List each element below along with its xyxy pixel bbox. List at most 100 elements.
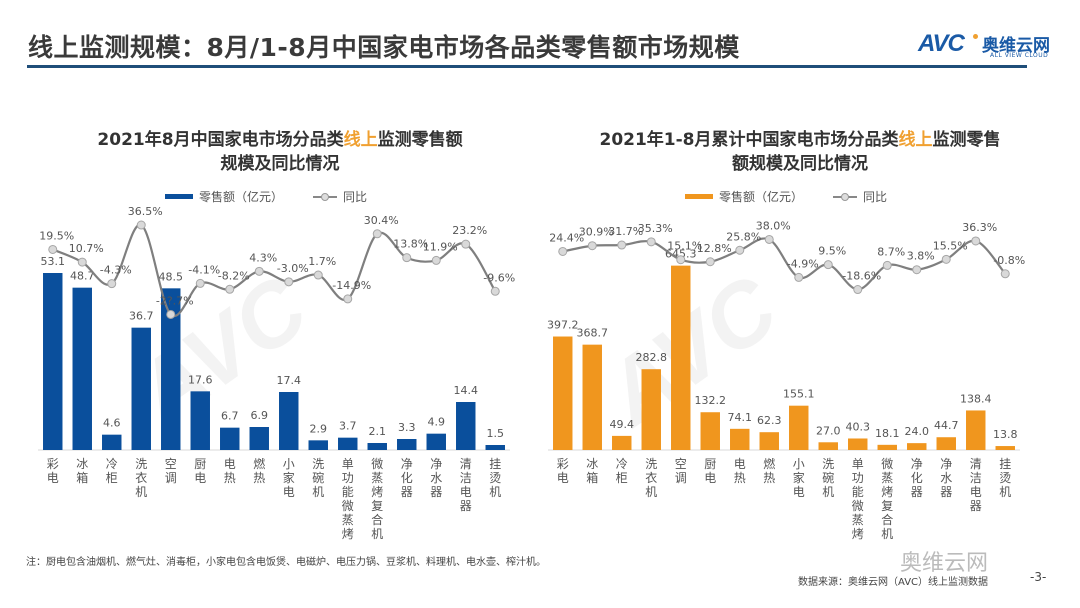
bar (161, 288, 181, 450)
x-tick-label: 单 (852, 457, 864, 471)
yoy-value-label: -2?.7% (156, 294, 194, 307)
bar-value-label: 3.7 (339, 420, 357, 433)
yoy-marker (195, 278, 205, 288)
x-tick-label: 冰 (586, 457, 598, 471)
x-tick-label: 机 (312, 485, 324, 499)
x-tick-label: 微 (342, 499, 354, 513)
x-tick-label: 器 (940, 485, 952, 499)
x-tick-label: 厨 (704, 457, 716, 471)
x-tick-label: 空 (675, 457, 687, 471)
title-divider (27, 65, 1027, 68)
yoy-marker (853, 285, 863, 295)
x-tick-label: 合 (881, 512, 893, 527)
bar-value-label: 44.7 (934, 419, 959, 432)
bar (131, 327, 151, 450)
bar (43, 273, 63, 450)
bar-value-label: 6.9 (251, 409, 269, 422)
bar-value-label: 48.7 (70, 270, 95, 283)
x-tick-label: 机 (135, 485, 147, 499)
bar (102, 434, 122, 450)
x-tick-label: 单 (342, 457, 354, 471)
yoy-marker (402, 253, 412, 263)
yoy-marker (676, 255, 686, 265)
yoy-value-label: 38.0% (756, 219, 791, 232)
yoy-marker (490, 286, 500, 296)
yoy-marker (735, 245, 745, 255)
yoy-value-label: 36.5% (128, 205, 163, 218)
x-tick-label: 热 (224, 471, 236, 485)
yoy-value-label: 35.3% (638, 222, 673, 235)
bar (397, 439, 417, 450)
bar (730, 428, 750, 450)
x-tick-label: 机 (371, 527, 383, 541)
x-tick-label: 器 (970, 499, 982, 513)
x-tick-label: 合 (371, 512, 383, 527)
x-tick-label: 机 (999, 485, 1011, 499)
yoy-marker (225, 284, 235, 294)
x-tick-label: 电 (557, 471, 569, 485)
chart-title-part: 监测零售额规模及同比情况 (732, 130, 1001, 174)
yoy-line (562, 237, 1007, 291)
yoy-marker (136, 220, 146, 230)
bar-value-label: 48.5 (159, 270, 184, 283)
yoy-marker (431, 255, 441, 265)
yoy-value-label: -14.9% (332, 279, 371, 292)
x-tick-label: 衣 (645, 470, 657, 485)
x-tick-label: 冰 (76, 457, 88, 471)
x-tick-label: 热 (734, 471, 746, 485)
x-tick-label: 碗 (822, 470, 834, 485)
bar (249, 427, 269, 450)
bar (995, 446, 1015, 450)
yoy-marker (1000, 269, 1010, 279)
bar-value-label: 53.1 (41, 255, 66, 268)
x-tick-label: 电 (224, 457, 236, 471)
yoy-value-label: 23.2% (452, 224, 487, 237)
bar (759, 432, 779, 450)
x-tick-label: 器 (401, 485, 413, 499)
yoy-value-label: 3.8% (907, 250, 935, 263)
x-tick-label: 烤 (342, 526, 354, 541)
x-tick-label: 烤 (371, 484, 383, 499)
x-tick-label: 电 (970, 485, 982, 499)
bar-value-label: 24.0 (905, 425, 930, 438)
x-tick-label: 蒸 (881, 471, 893, 485)
yoy-marker (558, 246, 568, 256)
bar-value-label: 17.4 (277, 374, 302, 387)
yoy-marker (343, 294, 353, 304)
x-tick-label: 烫 (489, 471, 501, 485)
logo-mark: AVC (918, 30, 965, 57)
yoy-marker (705, 257, 715, 267)
bar (426, 433, 446, 450)
x-tick-label: 电 (283, 485, 295, 499)
yoy-value-label: 15.5% (933, 239, 968, 252)
yoy-value-label: 30.9% (579, 226, 614, 239)
bar-value-label: 14.4 (454, 384, 479, 397)
x-tick-label: 挂 (489, 457, 501, 471)
x-tick-label: 调 (165, 471, 177, 485)
x-tick-label: 水 (940, 471, 952, 485)
x-tick-label: 洗 (645, 457, 657, 471)
bar (308, 440, 328, 450)
bar-value-label: 4.6 (103, 417, 121, 430)
x-tick-label: 碗 (312, 470, 324, 485)
yoy-value-label: -3.0% (277, 262, 309, 275)
legend-line-swatch (833, 192, 858, 202)
x-tick-label: 洁 (460, 471, 472, 485)
bar-value-label: 17.6 (188, 373, 213, 386)
yoy-marker (284, 277, 294, 287)
x-tick-label: 烫 (999, 471, 1011, 485)
yoy-value-label: 31.7% (608, 225, 643, 238)
yoy-value-label: 15.1% (667, 240, 702, 253)
x-tick-label: 净 (911, 457, 923, 471)
x-tick-label: 清 (970, 457, 982, 471)
logo-dot-icon (973, 34, 978, 39)
x-tick-label: 机 (822, 485, 834, 499)
x-tick-label: 柜 (616, 471, 628, 485)
x-tick-label: 电 (47, 471, 59, 485)
x-tick-label: 彩 (47, 457, 59, 471)
yoy-value-label: -4.3% (100, 264, 132, 277)
bar-value-label: 2.9 (310, 422, 328, 435)
chart-title-part: 监测零售额规模及同比情况 (220, 130, 463, 174)
yoy-marker (587, 241, 597, 251)
x-tick-label: 化 (401, 471, 413, 485)
